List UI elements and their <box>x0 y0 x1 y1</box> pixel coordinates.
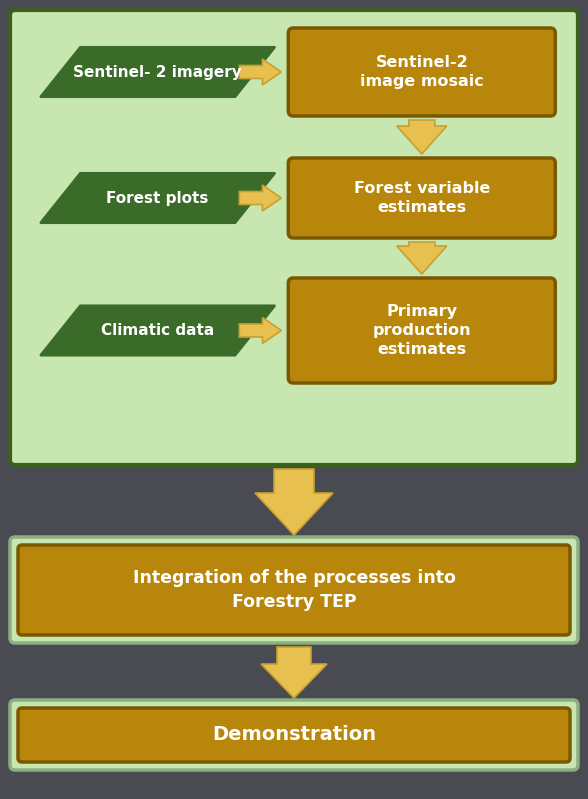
Text: Forest plots: Forest plots <box>106 190 209 205</box>
FancyBboxPatch shape <box>18 708 570 762</box>
FancyBboxPatch shape <box>288 158 555 238</box>
Text: Sentinel-2
image mosaic: Sentinel-2 image mosaic <box>360 55 484 89</box>
Polygon shape <box>40 305 275 356</box>
Polygon shape <box>261 647 327 698</box>
FancyBboxPatch shape <box>10 700 578 770</box>
FancyBboxPatch shape <box>288 278 555 383</box>
Polygon shape <box>40 47 275 97</box>
Text: Demonstration: Demonstration <box>212 725 376 745</box>
Polygon shape <box>255 469 333 535</box>
Polygon shape <box>397 120 447 154</box>
Polygon shape <box>239 317 281 344</box>
FancyBboxPatch shape <box>18 545 570 635</box>
Text: Primary
production
estimates: Primary production estimates <box>372 304 471 356</box>
Text: Climatic data: Climatic data <box>101 323 214 338</box>
Text: Sentinel- 2 imagery: Sentinel- 2 imagery <box>74 65 242 79</box>
Polygon shape <box>239 185 281 211</box>
FancyBboxPatch shape <box>10 537 578 643</box>
FancyBboxPatch shape <box>10 10 578 465</box>
Text: Integration of the processes into
Forestry TEP: Integration of the processes into Forest… <box>132 569 456 610</box>
Polygon shape <box>397 242 447 274</box>
Text: Forest variable
estimates: Forest variable estimates <box>353 181 490 215</box>
Polygon shape <box>239 59 281 85</box>
Polygon shape <box>40 173 275 223</box>
FancyBboxPatch shape <box>288 28 555 116</box>
